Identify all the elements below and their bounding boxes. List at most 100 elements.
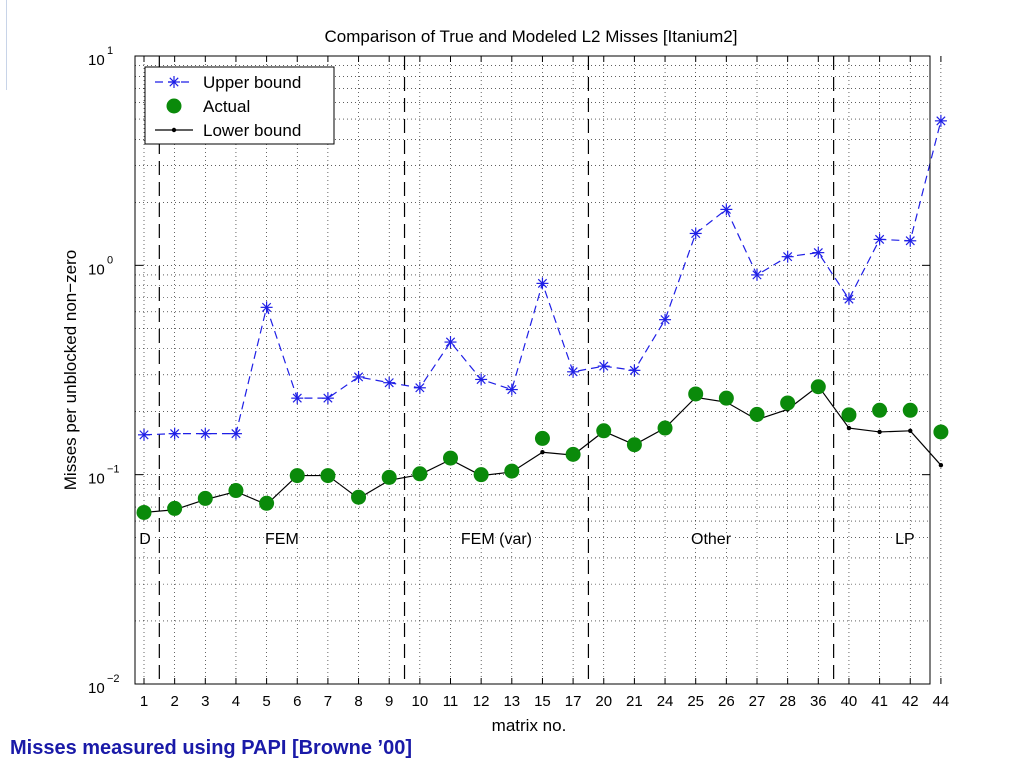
y-axis-label: Misses per unblocked non−zero xyxy=(61,250,80,491)
x-tick-labels: 1 2 3 4 5 6 7 8 9 10 11 12 13 15 17 20 21 24 25 26 27 28 36 40 4… xyxy=(140,56,949,710)
upper-bound-point xyxy=(321,392,334,405)
x-tick-label: 7 xyxy=(324,693,332,710)
legend-label: Actual xyxy=(203,97,250,116)
x-tick-label: 10 xyxy=(412,693,429,710)
plot-frame xyxy=(134,55,931,685)
upper-bound-point xyxy=(352,370,365,383)
x-tick-label: 8 xyxy=(354,693,362,710)
x-tick-label: 42 xyxy=(902,693,919,710)
region-label: FEM xyxy=(265,531,299,548)
upper-bound-point xyxy=(383,376,396,389)
y-tick-label: 10 xyxy=(88,261,105,278)
region-label: D xyxy=(139,531,151,548)
x-tick-label: 26 xyxy=(718,693,735,710)
x-tick-label: 11 xyxy=(443,693,459,710)
actual-point xyxy=(565,446,581,462)
lower-bound-point xyxy=(908,428,913,434)
upper-bound-point xyxy=(904,234,917,247)
upper-bound-point xyxy=(413,381,426,394)
x-tick-label: 25 xyxy=(687,693,704,710)
actual-point xyxy=(534,430,550,446)
upper-bound-point xyxy=(505,383,518,396)
upper-bound-point xyxy=(597,360,610,373)
y-tick-label: 10 xyxy=(88,52,105,69)
x-tick-label: 6 xyxy=(293,693,301,710)
upper-bound-point xyxy=(689,227,702,240)
slide-caption: Misses measured using PAPI [Browne ’00] xyxy=(10,737,412,759)
actual-point xyxy=(780,395,796,411)
x-tick-label: 36 xyxy=(810,693,827,710)
actual-point xyxy=(473,467,489,483)
upper-bound-point xyxy=(751,268,763,281)
lower-bound-point xyxy=(846,425,852,431)
upper-bound-point xyxy=(260,301,273,314)
actual-point xyxy=(596,423,612,439)
actual-point xyxy=(320,468,336,484)
legend-label: Lower bound xyxy=(203,121,301,140)
y-tick-exponent: 0 xyxy=(107,254,113,266)
actual-point xyxy=(351,489,367,505)
upper-bound-point xyxy=(567,365,580,378)
actual-point xyxy=(443,450,458,466)
upper-bound-point xyxy=(291,392,304,405)
x-tick-label: 44 xyxy=(933,693,950,710)
actual-point xyxy=(167,500,183,516)
lower-bound-point xyxy=(540,450,545,455)
actual-point xyxy=(810,379,826,395)
upper-bound-point xyxy=(229,427,242,440)
upper-bound-point xyxy=(812,246,825,259)
upper-bound-point xyxy=(720,203,733,216)
y-tick-exponent: −2 xyxy=(107,673,120,685)
actual-point xyxy=(902,402,918,418)
actual-point xyxy=(381,469,397,485)
x-tick-label: 28 xyxy=(779,693,796,710)
upper-bound-point xyxy=(934,114,947,127)
actual-point xyxy=(688,386,704,402)
x-tick-label: 24 xyxy=(657,693,674,710)
actual-point xyxy=(841,407,857,423)
x-tick-label: 1 xyxy=(140,693,148,710)
x-tick-label: 20 xyxy=(595,693,612,710)
upper-bound-point xyxy=(199,427,212,440)
x-tick-label: 3 xyxy=(201,693,209,710)
actual-point xyxy=(872,402,888,418)
upper-bound-point xyxy=(628,364,641,377)
actual-point xyxy=(749,406,765,422)
actual-point xyxy=(412,466,428,482)
actual-point xyxy=(626,437,642,453)
upper-bound-point xyxy=(168,427,181,440)
x-tick-label: 15 xyxy=(534,693,551,710)
x-tick-label: 41 xyxy=(871,693,888,710)
legend-marker xyxy=(166,98,182,114)
upper-bound-point xyxy=(659,313,672,326)
data-series xyxy=(136,114,949,520)
actual-point xyxy=(136,504,152,520)
x-tick-label: 27 xyxy=(749,693,766,710)
actual-point xyxy=(197,490,213,506)
actual-point xyxy=(718,390,734,406)
x-tick-label: 17 xyxy=(565,693,582,710)
upper-bound-point xyxy=(444,336,457,349)
upper-bound-point xyxy=(168,76,180,88)
x-tick-label: 13 xyxy=(503,693,520,710)
region-label: FEM (var) xyxy=(461,531,532,548)
x-tick-label: 2 xyxy=(170,693,178,710)
lower-bound-point xyxy=(938,462,944,468)
legend-marker xyxy=(171,127,177,133)
x-axis-label: matrix no. xyxy=(492,716,567,735)
upper-bound-point xyxy=(475,373,488,386)
chart-title: Comparison of True and Modeled L2 Misses… xyxy=(325,27,738,46)
upper-bound-point xyxy=(138,428,150,441)
lower-bound-point xyxy=(877,429,882,435)
x-tick-label: 40 xyxy=(841,693,858,710)
actual-point xyxy=(504,463,520,479)
actual-point xyxy=(289,468,305,484)
x-tick-label: 9 xyxy=(385,693,393,710)
upper-bound-point xyxy=(536,277,549,290)
y-tick-label: 10 xyxy=(88,680,105,697)
actual-point xyxy=(259,495,275,511)
x-tick-label: 4 xyxy=(232,693,240,710)
region-label: Other xyxy=(691,531,732,548)
upper-bound-point xyxy=(873,233,886,246)
